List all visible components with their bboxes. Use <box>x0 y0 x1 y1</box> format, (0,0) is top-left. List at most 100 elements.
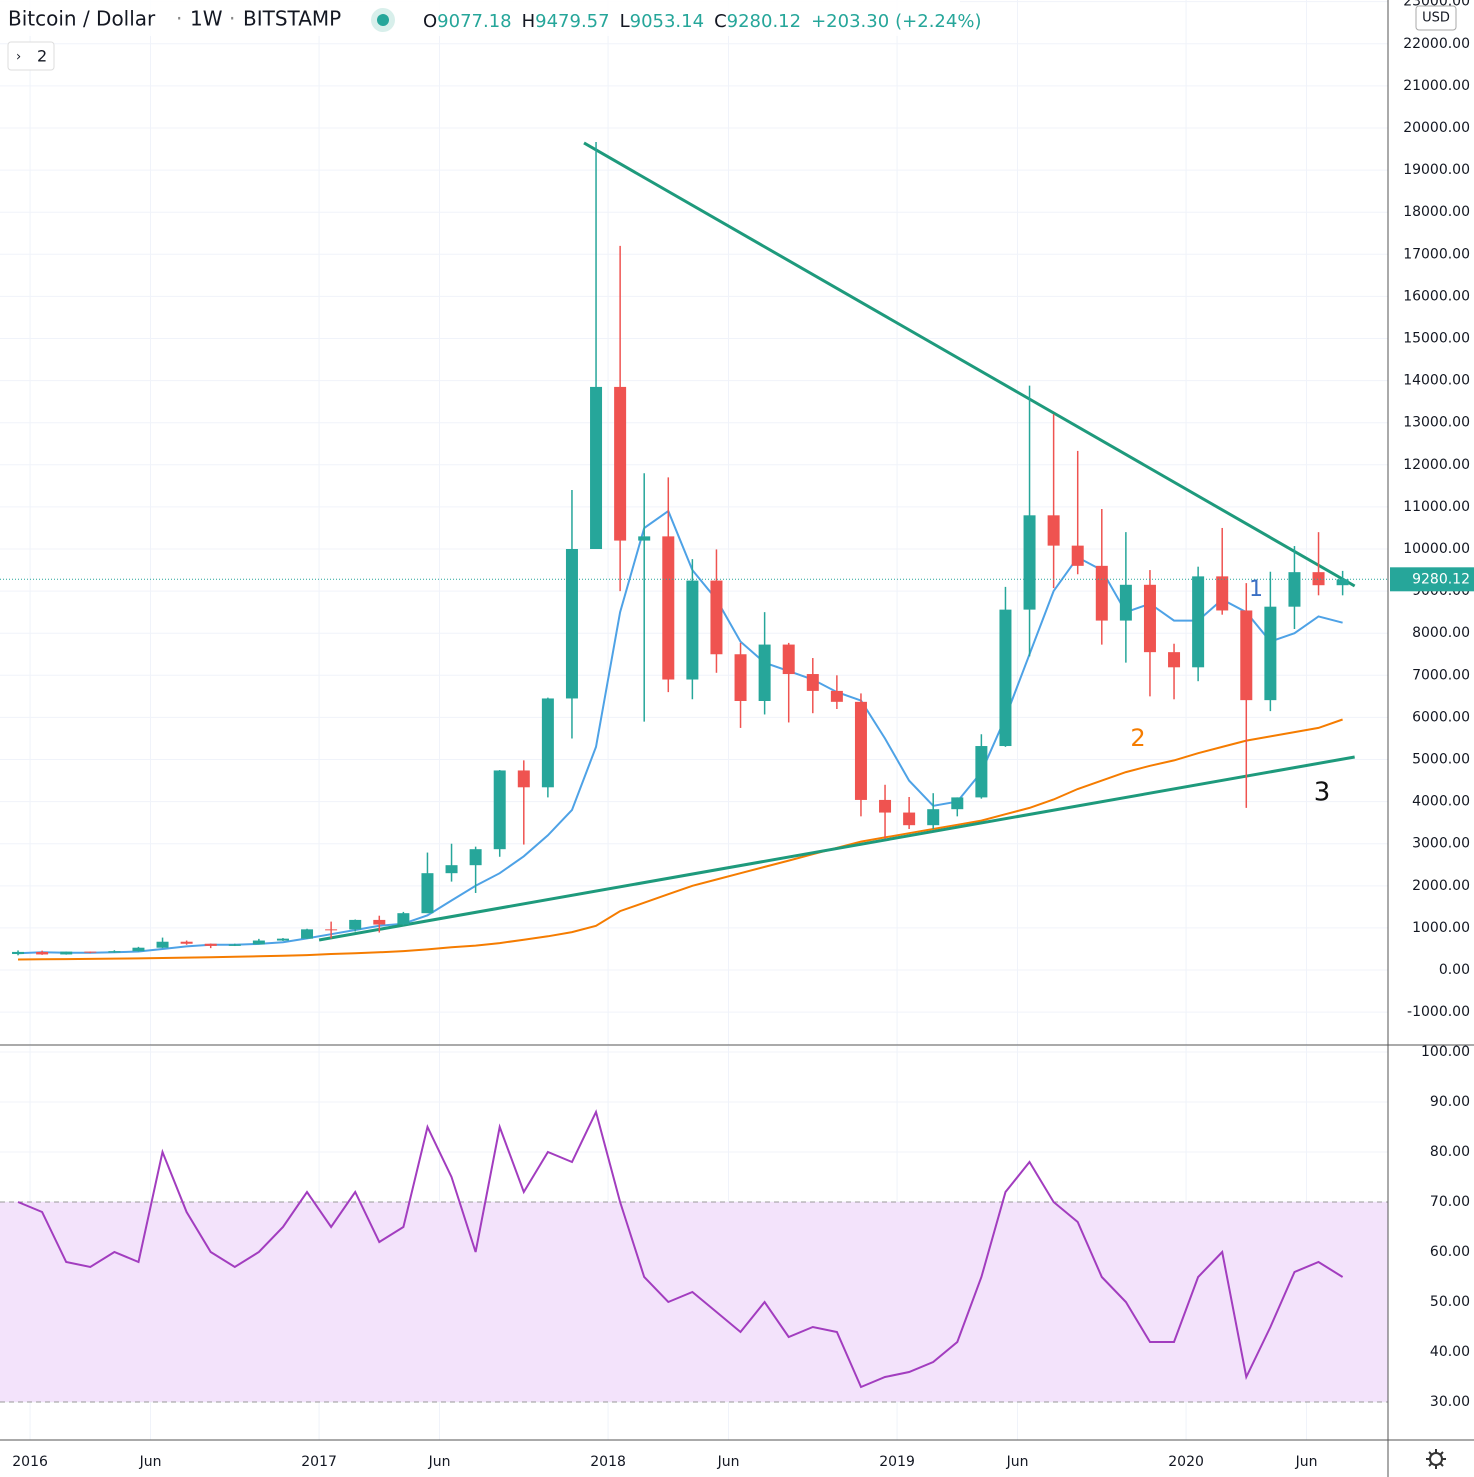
x-tick-label: Jun <box>428 1454 451 1470</box>
candle-body <box>951 797 964 810</box>
candle-body <box>276 938 289 941</box>
y-tick-label: 16000.00 <box>1403 288 1470 304</box>
trend-line <box>583 141 1356 588</box>
candle-body <box>1288 572 1301 607</box>
candle-body <box>927 809 940 826</box>
y-tick-label: 90.00 <box>1430 1094 1470 1110</box>
currency: USD <box>1422 11 1450 26</box>
candle-body <box>975 746 988 798</box>
y-tick-label: 10000.00 <box>1403 541 1470 557</box>
candle-body <box>1071 545 1084 566</box>
y-tick-label: 70.00 <box>1430 1194 1470 1210</box>
candle-body <box>60 951 73 955</box>
price-pane: 1 2 3 <box>0 0 1388 1045</box>
annotation: 2 <box>1130 724 1145 752</box>
interval: 1W <box>190 7 223 31</box>
candle-body <box>879 799 892 813</box>
y-tick-label: 30.00 <box>1430 1394 1470 1410</box>
candle-body <box>854 701 867 800</box>
exchange: BITSTAMP <box>243 7 341 31</box>
x-tick-label: 2016 <box>12 1454 48 1470</box>
candle-body <box>132 947 145 952</box>
indicator-badge[interactable]: › 2 <box>7 41 55 71</box>
candle-body <box>156 941 169 948</box>
y-tick-label: 18000.00 <box>1403 204 1470 220</box>
ohlc-value: 9280.12 <box>727 11 801 32</box>
candle-body <box>1047 515 1060 546</box>
candle-body <box>373 919 386 925</box>
candle-body <box>517 770 530 788</box>
candle-body <box>228 944 241 946</box>
legend: Bitcoin / Dollar 1W BITSTAMP · · O9077.1… <box>0 0 1457 71</box>
candle-body <box>421 873 434 914</box>
candle-body <box>782 644 795 675</box>
y-tick-label: 11000.00 <box>1403 499 1470 515</box>
currency-box[interactable] <box>1415 5 1457 31</box>
y-tick-label: 21000.00 <box>1403 78 1470 94</box>
moving-average <box>17 718 1343 961</box>
y-tick-label: 4000.00 <box>1412 794 1470 810</box>
x-tick-label: 2017 <box>301 1454 337 1470</box>
candle-body <box>36 951 49 955</box>
candle-body <box>614 386 627 541</box>
candle-body <box>999 609 1012 747</box>
ohlc-value: 9077.18 <box>437 11 511 32</box>
candle-body <box>1192 576 1205 668</box>
candle-body <box>84 951 97 953</box>
candle-body <box>301 929 314 939</box>
candle-body <box>903 812 916 826</box>
candle-body <box>758 644 771 701</box>
y-tick-label: 23000.00 <box>1403 0 1470 10</box>
candle-body <box>180 941 193 944</box>
y-tick-label: 22000.00 <box>1403 36 1470 52</box>
settings-icon[interactable] <box>1426 1449 1446 1469</box>
rsi-band <box>0 1202 1388 1402</box>
y-tick-label: 80.00 <box>1430 1144 1470 1160</box>
candle-body <box>1023 515 1036 610</box>
x-tick-label: 2020 <box>1168 1454 1204 1470</box>
trend-line <box>318 755 1355 942</box>
ohlc-key: O <box>423 11 437 32</box>
last-price-box <box>1390 567 1474 592</box>
candle-body <box>445 865 458 874</box>
rsi-line <box>17 1109 1344 1389</box>
candle-body <box>469 849 482 866</box>
candle-body <box>806 674 819 691</box>
candle-body <box>830 690 843 702</box>
y-tick-label: 1000.00 <box>1412 920 1470 936</box>
x-tick-label: Jun <box>1295 1454 1318 1470</box>
candle-body <box>1336 579 1349 586</box>
symbol: Bitcoin / Dollar <box>8 7 156 31</box>
chevron: › <box>16 50 21 65</box>
candle-body <box>541 698 554 788</box>
candle-body <box>108 951 121 953</box>
candle-body <box>12 951 25 955</box>
rsi-pane <box>0 1046 1388 1440</box>
candle-body <box>590 386 603 550</box>
y-tick-label: 19000.00 <box>1403 162 1470 178</box>
candle-body <box>349 919 362 930</box>
x-tick-label: Jun <box>1006 1454 1029 1470</box>
candle-body <box>638 536 651 541</box>
candle-body <box>734 654 747 701</box>
ohlc: O9077.18 H9479.57 L9053.14 C9280.12 +203.30 (… <box>423 11 981 32</box>
annotation: 3 <box>1314 778 1331 808</box>
y-tick-label: 2000.00 <box>1412 878 1470 894</box>
candle-body <box>565 549 578 699</box>
candle-body <box>686 580 699 680</box>
candle-body <box>1095 565 1108 621</box>
y-tick-label: 3000.00 <box>1412 836 1470 852</box>
x-tick-label: 2019 <box>879 1454 915 1470</box>
badge-count: 2 <box>37 47 47 66</box>
legend-bg <box>0 0 960 36</box>
candle-body <box>1264 606 1277 701</box>
candle-body <box>204 943 217 946</box>
candle-body <box>1119 584 1132 621</box>
annotation: 1 <box>1249 577 1263 602</box>
y-tick-label: 5000.00 <box>1412 752 1470 768</box>
y-tick-label: 50.00 <box>1430 1294 1470 1310</box>
y-tick-label: 8000.00 <box>1412 625 1470 641</box>
candle-body <box>710 580 723 655</box>
ohlc-key: L <box>620 11 630 32</box>
